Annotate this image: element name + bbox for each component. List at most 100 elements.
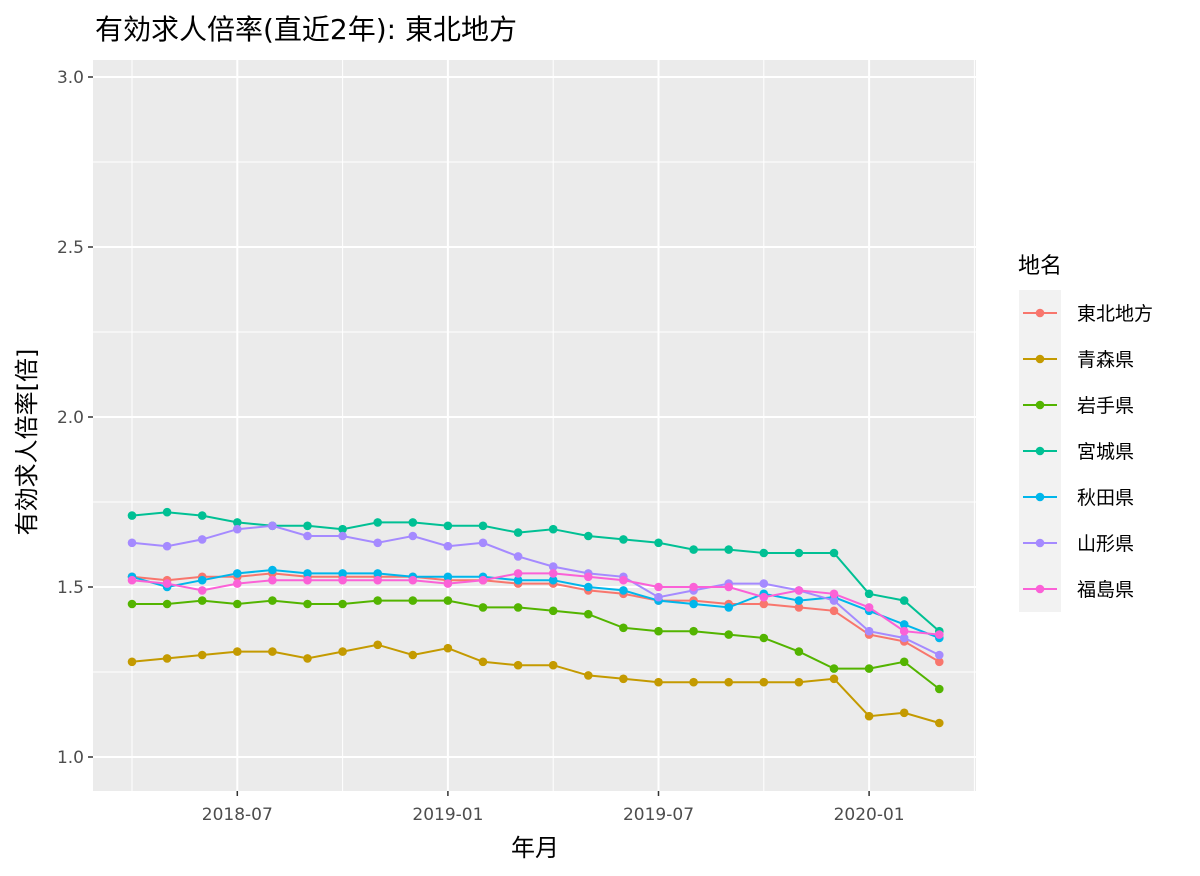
data-point [759,548,769,558]
data-point [127,538,137,548]
data-point [513,528,523,537]
y-tick-label: 2.5 [57,238,84,258]
data-point [759,579,769,588]
legend-key-point [1035,538,1045,548]
data-point [443,596,453,605]
data-point [197,650,207,660]
data-point [443,643,453,653]
series-line [132,599,940,690]
data-point [829,664,839,673]
data-point [443,521,453,531]
legend-key-point [1035,308,1045,318]
data-point [584,582,593,592]
panel-background [93,60,976,791]
data-point [443,572,453,582]
data-point [513,569,523,578]
data-point [373,538,383,548]
data-point [619,535,628,544]
legend-label: 宮城県 [1077,441,1134,463]
legend-label: 東北地方 [1077,303,1153,325]
legend-label: 秋田県 [1077,487,1134,509]
data-point [935,650,944,660]
legend-label: 福島県 [1077,579,1134,601]
series-line [131,511,940,632]
data-point [513,660,523,670]
data-point [408,575,418,585]
data-point [233,647,242,656]
data-point [899,596,909,605]
data-point [654,592,663,602]
data-point [268,565,277,575]
data-point [478,657,488,667]
data-point [619,575,628,585]
data-point [584,671,593,680]
data-point [899,633,909,643]
series-line [131,568,940,639]
data-point [127,575,137,585]
data-point [338,531,347,541]
data-point [584,609,593,619]
data-point [794,548,804,558]
data-point [373,569,383,578]
legend-item: 福島県 [1019,566,1134,612]
data-point [162,654,172,663]
data-point [724,630,733,639]
data-point [478,538,488,548]
legend-item: 宮城県 [1019,428,1134,474]
data-point [162,599,172,609]
data-point [233,599,242,609]
data-point [689,599,698,609]
data-point [127,657,137,667]
x-tick-label: 2020-01 [834,805,905,825]
data-point [935,718,944,728]
data-point [548,575,558,585]
data-point [478,603,488,612]
legend-key-point [1035,400,1045,410]
data-point [829,674,839,684]
data-point [162,541,172,551]
data-point [619,674,628,684]
legend-item: 秋田県 [1019,474,1134,520]
data-point [338,575,347,585]
data-point [689,582,698,592]
y-tick-label: 1.0 [57,748,84,768]
data-point [373,596,383,605]
data-point [197,575,207,585]
series-7 [127,569,944,639]
data-point [899,626,909,636]
series-line [131,572,940,663]
data-point [127,599,137,609]
series-line [131,572,940,636]
data-point [233,524,242,534]
data-point [162,507,172,517]
plot-panel [93,60,976,791]
legend-item: 青森県 [1019,336,1134,382]
data-point [864,603,874,612]
series-4 [127,507,944,636]
data-point [443,541,453,551]
data-point [584,531,593,541]
data-point [373,640,383,650]
data-point [864,626,874,636]
chart-title: 有効求人倍率(直近2年): 東北地方 [95,13,517,46]
data-point [935,684,944,694]
data-point [162,579,172,588]
legend-label: 岩手県 [1077,395,1134,417]
data-point [724,603,733,612]
data-point [197,535,207,544]
data-point [338,647,347,656]
data-point [408,531,418,541]
data-point [303,599,312,609]
data-point [654,538,663,548]
data-point [759,599,769,609]
data-point [373,575,383,585]
data-point [724,582,733,592]
legend-key-point [1035,446,1045,456]
data-point [127,511,137,520]
y-tick-labels: 1.0 1.5 2.0 2.5 3.0 [57,68,93,768]
data-point [197,596,207,605]
legend-key-point [1035,584,1045,594]
data-point [829,589,839,599]
